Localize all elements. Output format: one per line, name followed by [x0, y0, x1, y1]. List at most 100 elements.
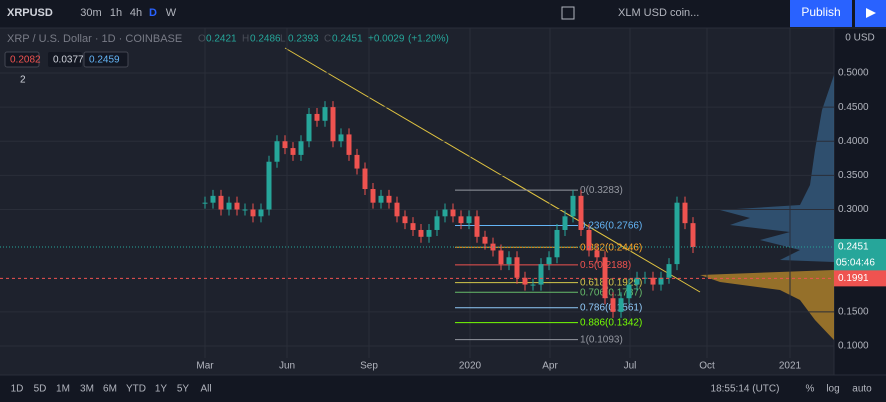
fib-level: 1	[580, 334, 586, 345]
scale-option[interactable]: log	[826, 384, 839, 395]
symbol[interactable]: XRPUSD	[7, 7, 53, 19]
candle	[266, 161, 272, 210]
candle	[474, 216, 480, 237]
candle	[218, 195, 224, 210]
paren: (	[586, 334, 590, 345]
candle	[618, 298, 624, 312]
fib-level: 0.706	[580, 287, 605, 298]
fib-level: 0.886	[580, 317, 605, 328]
candle	[274, 141, 280, 162]
candle	[466, 216, 472, 224]
candle	[386, 195, 392, 203]
last-price-tag	[834, 238, 886, 271]
candle	[378, 195, 384, 203]
candle	[322, 107, 328, 121]
paren: )	[639, 242, 642, 253]
candle	[402, 216, 408, 224]
paren: )	[639, 317, 642, 328]
range-button[interactable]: All	[200, 384, 211, 395]
price-tick-label: 0.3000	[838, 204, 869, 215]
range-button[interactable]: 1M	[56, 384, 70, 395]
candle	[418, 229, 424, 237]
volume-profile	[700, 270, 834, 340]
paren: )	[639, 277, 642, 288]
candle	[626, 284, 632, 299]
price-tick-label: 0.4500	[838, 102, 869, 113]
candle	[562, 216, 568, 230]
interval[interactable]: 30m	[80, 7, 101, 19]
range-button[interactable]: 5Y	[177, 384, 190, 395]
checkbox[interactable]	[561, 6, 575, 20]
interval[interactable]: D	[149, 7, 157, 19]
fib-price: 0.1342	[608, 317, 639, 328]
change: +0.0029	[368, 34, 405, 45]
candle	[578, 195, 584, 230]
candle	[682, 202, 688, 224]
candle	[458, 216, 464, 224]
candle	[634, 277, 640, 285]
chart-pane	[0, 28, 834, 375]
fib-label: 1(0.1093)	[580, 334, 623, 345]
candle	[202, 202, 208, 204]
change-pct: (+1.20%)	[408, 34, 449, 45]
fib-level: 0	[580, 185, 586, 196]
fib-price: 0.1561	[608, 302, 639, 313]
ohlc-value: 0.2451	[332, 34, 363, 45]
scale-option[interactable]: auto	[852, 384, 872, 395]
candle	[370, 189, 376, 203]
candle	[690, 223, 696, 248]
range-button[interactable]: 1Y	[155, 384, 168, 395]
candle	[330, 107, 336, 142]
legend-title: XRP / U.S. Dollar · 1D · COINBASE	[7, 33, 182, 45]
paren: )	[639, 287, 642, 298]
ohlc-value: 0.2393	[288, 34, 319, 45]
candle	[242, 209, 248, 211]
publish-button[interactable]	[790, 0, 852, 27]
publish-label[interactable]: Publish	[801, 5, 840, 19]
paren: (	[605, 317, 609, 328]
candle	[250, 209, 256, 217]
compare-symbol[interactable]: XLM USD coin...	[618, 7, 699, 19]
range-button[interactable]: 1D	[11, 384, 24, 395]
indicator-box	[83, 51, 129, 68]
paren: (	[586, 185, 590, 196]
range-button[interactable]: 6M	[103, 384, 117, 395]
fib-label: 0.5(0.2188)	[580, 260, 631, 271]
ohlc-key: H	[242, 34, 249, 45]
candle	[338, 134, 344, 142]
interval[interactable]: 4h	[130, 7, 142, 19]
indicator-value: 0.2082	[10, 55, 41, 66]
countdown: 05:04:46	[836, 258, 875, 269]
price-tick-label: 0.1500	[838, 307, 869, 318]
price-tick-label: 0.4000	[838, 136, 869, 147]
fib-level: 0.236	[580, 220, 605, 231]
interval[interactable]: 1h	[110, 7, 122, 19]
range-button[interactable]: YTD	[126, 384, 146, 395]
time-label: Jul	[624, 361, 637, 372]
indicator-count[interactable]: 2	[20, 75, 26, 86]
scale-option[interactable]: %	[806, 384, 815, 395]
candle	[482, 236, 488, 244]
candle	[554, 229, 560, 258]
ohlc-key: C	[324, 34, 331, 45]
candle	[410, 223, 416, 230]
candle	[650, 277, 656, 285]
paren: (	[605, 220, 609, 231]
indicator-box	[48, 52, 82, 67]
candle	[442, 209, 448, 217]
paren: (	[594, 260, 598, 271]
fib-price: 0.1787	[608, 287, 639, 298]
ohlc-key: L	[280, 34, 286, 45]
candle	[234, 202, 240, 210]
candle	[538, 264, 544, 285]
range-button[interactable]: 5D	[34, 384, 47, 395]
candle	[610, 298, 616, 312]
axis-unit: 0 USD	[845, 33, 874, 44]
candle	[570, 195, 576, 217]
candle	[666, 264, 672, 278]
range-button[interactable]: 3M	[80, 384, 94, 395]
interval[interactable]: W	[166, 7, 177, 19]
time-label: 2021	[779, 361, 802, 372]
paren: )	[620, 334, 623, 345]
